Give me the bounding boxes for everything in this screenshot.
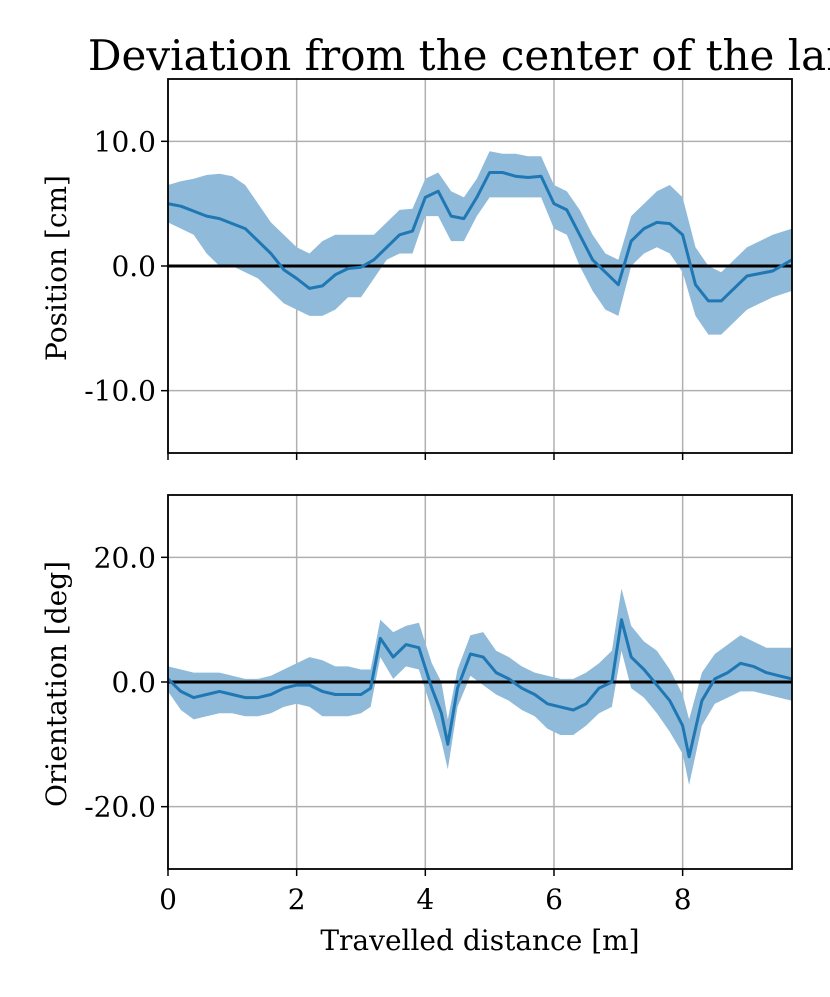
orientation-mean-line (168, 618, 792, 759)
orientation-y-axis-label: Orientation [deg] (40, 561, 73, 807)
chart-title: Deviation from the center of the lane (88, 31, 830, 80)
position-y-axis-label: Position [cm] (40, 175, 73, 361)
position-y-tick-label: 0.0 (111, 250, 156, 283)
orientation-x-tick-label: 2 (288, 883, 306, 916)
orientation-x-tick-label: 8 (674, 883, 692, 916)
position-y-tick-label: -10.0 (84, 375, 156, 408)
orientation-subplot: 0 2 4 6 8 -20.0 0.0 20.0 (84, 494, 793, 916)
orientation-confidence-band (168, 588, 792, 785)
orientation-y-tick-label: 0.0 (111, 666, 156, 699)
orientation-x-tick-label: 0 (159, 883, 177, 916)
x-axis-label: Travelled distance [m] (320, 924, 639, 957)
position-y-tick-label: 10.0 (94, 125, 156, 158)
orientation-y-tick-label: 20.0 (94, 541, 156, 574)
orientation-x-tick-label: 6 (545, 883, 563, 916)
position-subplot: -10.0 0.0 10.0 (84, 78, 793, 460)
position-confidence-band (168, 151, 792, 335)
orientation-y-tick-label: -20.0 (84, 791, 156, 824)
position-mean-line (168, 171, 792, 303)
orientation-x-tick-label: 4 (416, 883, 434, 916)
